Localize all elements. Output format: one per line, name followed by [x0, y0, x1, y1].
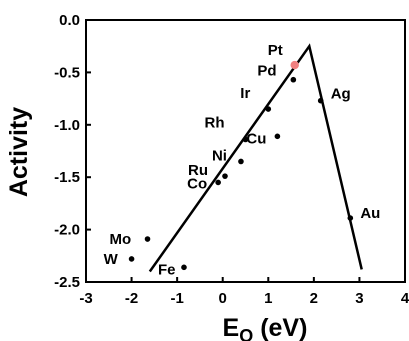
y-tick-label: -2.5 — [54, 274, 80, 291]
data-point-pd — [290, 76, 297, 83]
plot-frame — [85, 19, 406, 283]
x-axis-title-subscript: O — [239, 326, 253, 341]
point-label-co: Co — [187, 175, 207, 192]
x-tick-label: -2 — [125, 290, 138, 307]
data-point-ni — [238, 158, 244, 165]
x-tick-label: -3 — [79, 290, 92, 307]
y-tick-label: 0.0 — [59, 12, 80, 29]
y-tick-label: -0.5 — [54, 64, 80, 81]
point-label-ag: Ag — [331, 86, 351, 103]
point-label-cu: Cu — [246, 130, 266, 147]
y-tick-label: -2.0 — [54, 222, 80, 239]
data-point-pt — [290, 60, 299, 70]
y-tick-label: -1.0 — [54, 117, 80, 134]
x-tick-label: 0 — [219, 290, 227, 307]
point-label-ir: Ir — [240, 85, 250, 102]
data-point-ir — [265, 106, 272, 112]
data-point-ru — [222, 173, 228, 179]
data-point-cu — [274, 133, 281, 140]
data-point-rh — [242, 136, 249, 143]
point-label-pd: Pd — [257, 63, 276, 80]
x-tick-label: 1 — [264, 290, 272, 307]
data-point-w — [128, 256, 135, 262]
y-axis-title: Activity — [5, 107, 33, 197]
x-tick-label: 4 — [401, 290, 409, 307]
data-point-co — [215, 179, 221, 186]
x-axis-title: EO (eV) — [223, 314, 308, 341]
point-label-rh: Rh — [205, 114, 225, 131]
y-tick-label: -1.5 — [54, 169, 80, 186]
volcano-line — [148, 43, 363, 273]
x-tick-label: -1 — [170, 290, 183, 307]
x-axis-title-unit: (eV) — [253, 314, 307, 341]
x-axis-title-main: E — [223, 314, 240, 341]
data-point-ag — [317, 97, 324, 104]
point-label-au: Au — [360, 205, 380, 222]
data-point-au — [347, 215, 354, 221]
x-tick-label: 2 — [310, 290, 318, 307]
x-axis-ticks: -3 -2 -1 0 1 2 3 4 — [79, 277, 409, 307]
data-point-fe — [181, 264, 187, 271]
point-label-mo: Mo — [110, 231, 132, 248]
data-point-mo — [144, 236, 151, 242]
point-label-pt: Pt — [268, 42, 283, 59]
x-tick-label: 3 — [355, 290, 363, 307]
point-label-w: W — [104, 251, 119, 268]
point-label-fe: Fe — [158, 261, 176, 278]
y-axis-ticks: 0.0 -0.5 -1.0 -1.5 -2.0 -2.5 — [54, 12, 91, 291]
point-label-ni: Ni — [212, 147, 227, 164]
point-label-ru: Ru — [188, 162, 208, 179]
